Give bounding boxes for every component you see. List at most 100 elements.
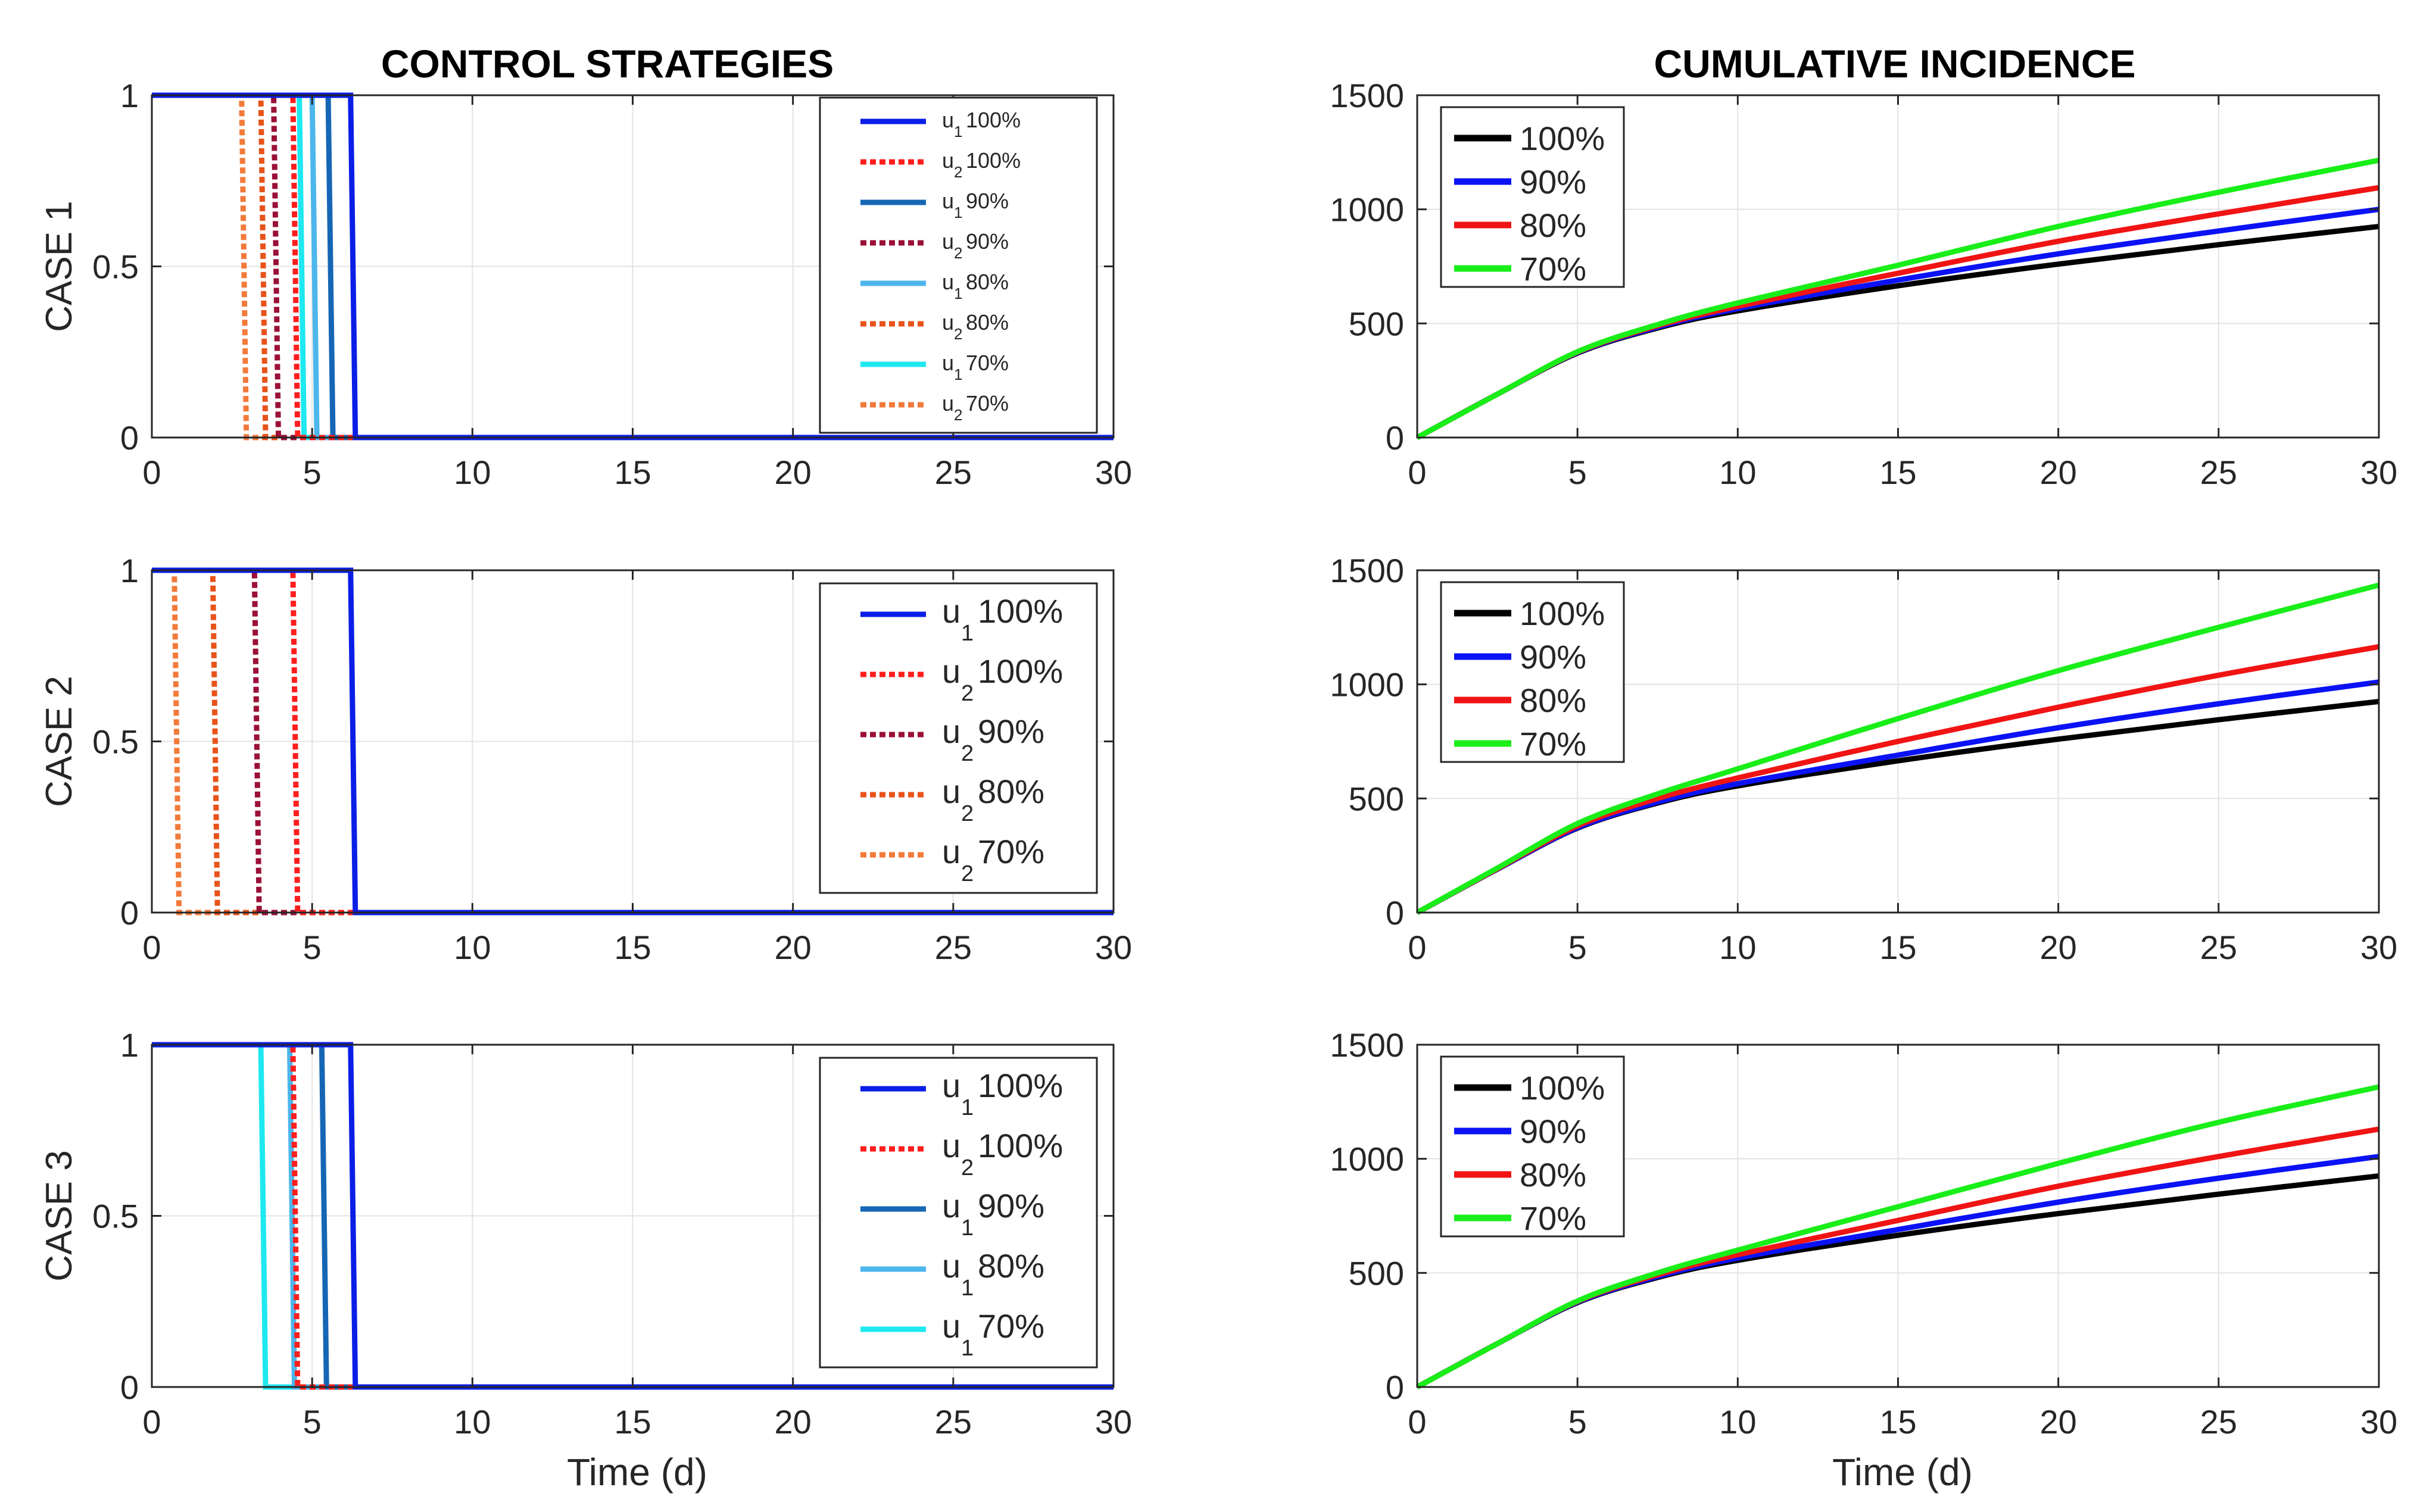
legend-entry-symbol: u [942, 351, 954, 375]
series-group [1415, 582, 2380, 915]
x-tick-label: 15 [1879, 929, 1916, 966]
legend-entry-symbol: u [942, 773, 960, 810]
legend-entry-label: 70% [1520, 1199, 1586, 1237]
x-tick-label: 10 [454, 454, 491, 491]
legend-entry-symbol: u [942, 1187, 960, 1224]
legend-entry-symbol: u [942, 652, 960, 690]
legend-entry-label: 100% [1520, 595, 1605, 632]
x-tick-label: 10 [454, 1403, 491, 1441]
legend-entry-label: 80% [1520, 1156, 1586, 1194]
legend-entry-label: 100% [978, 652, 1063, 690]
legend-entry-subscript: 1 [961, 1336, 974, 1361]
series-line-70% [1415, 1084, 2379, 1389]
legend-entry-subscript: 1 [961, 621, 974, 646]
legend-entry-label: 80% [1520, 207, 1586, 244]
legend-entry-label: 90% [1520, 638, 1586, 676]
x-tick-label: 25 [935, 454, 972, 491]
legend-entry-subscript: 2 [961, 741, 974, 766]
x-tick-label: 25 [935, 1403, 972, 1441]
series-line-u2-80% [152, 92, 1114, 441]
legend-entry-label: 90% [978, 713, 1044, 750]
legend-entry-symbol: u [942, 1307, 960, 1345]
legend: 100% 90% 80% 70% [1440, 106, 1625, 288]
y-axis-label: CASE 1 [39, 201, 80, 332]
y-tick-label: 0.5 [92, 248, 139, 286]
x-tick-label: 15 [1879, 454, 1916, 491]
y-tick-label: 0 [1386, 1369, 1404, 1406]
x-tick-label: 30 [1095, 1403, 1132, 1441]
x-tick-label: 20 [2040, 1403, 2077, 1441]
legend-entry-label: 80% [966, 270, 1009, 294]
legend-entry-subscript: 1 [961, 1216, 974, 1241]
legend-entry-label: 100% [1520, 1069, 1605, 1107]
legend-entry-label: 70% [966, 391, 1009, 416]
legend: u 1 100%u 2 100%u 1 90%u 2 90%u 1 80%u 2 80%u 1 70%u 2 7… [819, 96, 1098, 434]
y-tick-label: 0 [1386, 419, 1404, 457]
legend-entry-subscript: 1 [954, 204, 962, 221]
legend-entry-label: 100% [978, 1127, 1063, 1164]
legend-entry-symbol: u [942, 1247, 960, 1285]
legend-entry-subscript: 1 [961, 1276, 974, 1301]
legend-entry-label: 80% [978, 773, 1044, 810]
x-tick-label: 25 [2200, 454, 2237, 491]
x-tick-label: 20 [2040, 929, 2077, 966]
x-tick-label: 15 [1879, 1403, 1916, 1441]
legend-entry-symbol: u [942, 310, 954, 335]
legend: 100% 90% 80% 70% [1440, 581, 1625, 763]
legend-entry-label: 70% [966, 351, 1009, 375]
x-tick-label: 20 [775, 929, 812, 966]
legend-entry-label: 70% [978, 1307, 1044, 1345]
legend-entry-subscript: 2 [954, 244, 962, 262]
legend-entry-label: 90% [1520, 163, 1586, 201]
legend-entry-symbol: u [942, 270, 954, 294]
x-tick-label: 30 [2360, 929, 2397, 966]
y-axis-label: CASE 2 [39, 676, 80, 807]
legend-entry-symbol: u [942, 229, 954, 254]
legend-entry-subscript: 1 [954, 285, 962, 302]
x-tick-label: 25 [935, 929, 972, 966]
y-tick-label: 500 [1349, 780, 1404, 817]
y-tick-label: 1500 [1330, 1026, 1404, 1064]
legend-entry-subscript: 2 [954, 325, 962, 343]
x-tick-label: 30 [1095, 454, 1132, 491]
x-axis-label-right: Time (d) [1832, 1451, 1973, 1494]
x-tick-label: 30 [2360, 1403, 2397, 1441]
legend-entry-symbol: u [942, 189, 954, 213]
series-line-70% [1415, 582, 2380, 915]
legend-entry-subscript: 2 [961, 1155, 974, 1180]
series-group [1415, 157, 2379, 440]
legend-entry-symbol: u [942, 592, 960, 630]
right-column-title: CUMULATIVE INCIDENCE [1654, 42, 2135, 86]
y-tick-label: 0 [120, 419, 139, 457]
x-tick-label: 0 [1408, 1403, 1426, 1441]
panel-4: 0 5 10 15 20 25 30 0 500 1000 1500 100% 90% 80% 70% [1330, 552, 2397, 966]
legend-entry-label: 80% [978, 1247, 1044, 1285]
x-tick-label: 25 [2200, 929, 2237, 966]
x-tick-label: 0 [142, 454, 161, 491]
legend-entry-subscript: 2 [961, 861, 974, 886]
x-tick-label: 5 [1568, 929, 1587, 966]
series-group [1415, 1084, 2379, 1389]
legend-entry-label: 70% [1520, 725, 1586, 763]
x-tick-label: 5 [303, 929, 322, 966]
x-tick-label: 0 [142, 929, 161, 966]
legend-entry-label: 90% [978, 1187, 1044, 1224]
y-tick-label: 0 [1386, 894, 1404, 932]
legend-entry-subscript: 2 [954, 406, 962, 424]
x-tick-label: 5 [303, 1403, 322, 1441]
legend-entry-subscript: 1 [961, 1095, 974, 1120]
legend-entry-label: 100% [978, 1067, 1063, 1104]
x-tick-label: 20 [2040, 454, 2077, 491]
x-tick-label: 15 [614, 929, 651, 966]
x-tick-label: 10 [454, 929, 491, 966]
series-line-u2-70% [152, 92, 1114, 441]
legend-entry-symbol: u [942, 1067, 960, 1104]
x-tick-label: 5 [1568, 1403, 1587, 1441]
legend-entry-symbol: u [942, 148, 954, 173]
legend-entry-subscript: 2 [961, 681, 974, 706]
